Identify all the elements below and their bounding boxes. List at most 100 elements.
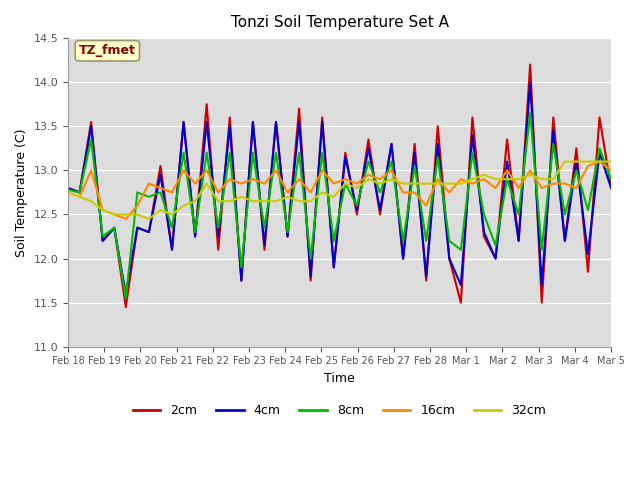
2cm [145, 229, 153, 235]
8cm [180, 150, 188, 156]
32cm [515, 176, 522, 182]
2cm [260, 247, 268, 252]
4cm [468, 132, 476, 138]
8cm [64, 187, 72, 192]
4cm [87, 123, 95, 129]
32cm [434, 180, 442, 186]
2cm [399, 256, 407, 262]
8cm [480, 212, 488, 217]
2cm [422, 278, 430, 284]
2cm [76, 190, 83, 195]
2cm [180, 119, 188, 125]
4cm [457, 282, 465, 288]
2cm [538, 300, 545, 305]
8cm [422, 238, 430, 244]
32cm [180, 203, 188, 208]
8cm [157, 190, 164, 195]
2cm [376, 212, 384, 217]
16cm [214, 190, 222, 195]
32cm [168, 212, 176, 217]
8cm [214, 225, 222, 230]
4cm [434, 141, 442, 147]
4cm [226, 123, 234, 129]
16cm [434, 176, 442, 182]
2cm [226, 115, 234, 120]
32cm [492, 176, 499, 182]
8cm [573, 168, 580, 173]
8cm [203, 150, 211, 156]
4cm [168, 247, 176, 252]
8cm [550, 141, 557, 147]
16cm [561, 180, 569, 186]
16cm [122, 216, 130, 222]
32cm [550, 176, 557, 182]
4cm [214, 234, 222, 240]
4cm [399, 256, 407, 262]
32cm [538, 176, 545, 182]
2cm [318, 115, 326, 120]
32cm [584, 159, 592, 165]
8cm [584, 207, 592, 213]
32cm [237, 194, 245, 200]
32cm [365, 176, 372, 182]
32cm [422, 180, 430, 186]
2cm [411, 141, 419, 147]
8cm [457, 247, 465, 252]
4cm [272, 119, 280, 125]
8cm [99, 234, 106, 240]
16cm [365, 172, 372, 178]
16cm [468, 180, 476, 186]
32cm [607, 159, 615, 165]
4cm [388, 141, 396, 147]
4cm [295, 119, 303, 125]
4cm [237, 278, 245, 284]
4cm [122, 291, 130, 297]
16cm [226, 176, 234, 182]
32cm [284, 194, 291, 200]
4cm [191, 234, 199, 240]
32cm [376, 180, 384, 186]
2cm [526, 62, 534, 68]
8cm [330, 238, 338, 244]
4cm [203, 119, 211, 125]
8cm [503, 176, 511, 182]
32cm [76, 194, 83, 200]
16cm [307, 190, 314, 195]
X-axis label: Time: Time [324, 372, 355, 385]
8cm [376, 190, 384, 195]
4cm [445, 256, 453, 262]
4cm [365, 145, 372, 151]
32cm [157, 207, 164, 213]
2cm [550, 115, 557, 120]
8cm [388, 159, 396, 165]
32cm [122, 212, 130, 217]
2cm [342, 150, 349, 156]
4cm [318, 119, 326, 125]
Line: 8cm: 8cm [68, 113, 611, 298]
2cm [307, 278, 314, 284]
2cm [191, 234, 199, 240]
2cm [157, 163, 164, 169]
8cm [434, 154, 442, 160]
32cm [468, 176, 476, 182]
32cm [457, 180, 465, 186]
4cm [376, 207, 384, 213]
4cm [180, 119, 188, 125]
32cm [353, 185, 361, 191]
4cm [284, 234, 291, 240]
4cm [64, 185, 72, 191]
16cm [76, 194, 83, 200]
32cm [561, 159, 569, 165]
4cm [503, 159, 511, 165]
4cm [422, 273, 430, 279]
2cm [434, 123, 442, 129]
16cm [191, 180, 199, 186]
8cm [342, 180, 349, 186]
2cm [122, 304, 130, 310]
8cm [318, 150, 326, 156]
2cm [295, 106, 303, 111]
16cm [145, 180, 153, 186]
32cm [99, 207, 106, 213]
2cm [87, 119, 95, 125]
8cm [249, 150, 257, 156]
